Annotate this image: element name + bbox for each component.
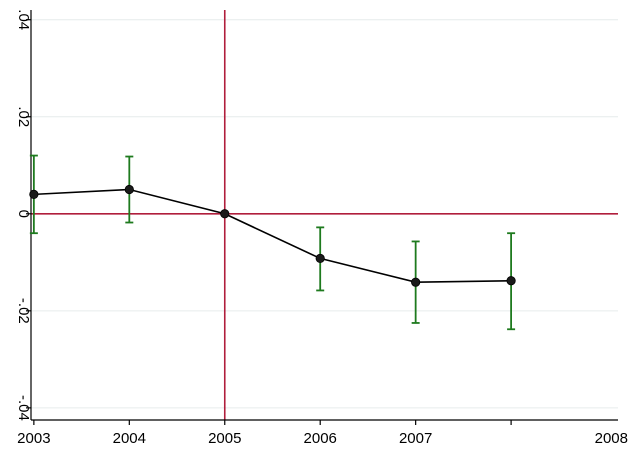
y-tick-label-1: -.02 [15, 298, 32, 324]
reference-lines [31, 10, 618, 420]
y-tick-label-0: -.04 [15, 395, 32, 421]
y-tick-label-3: .02 [15, 106, 32, 127]
x-tick-label-2: 2005 [208, 430, 241, 447]
tick-labels: -.04 -.02 0 .02 .04 2003 2004 2005 2006 2007 2008 [15, 9, 628, 447]
y-tick-label-2: 0 [15, 210, 32, 218]
series-line [33, 188, 512, 284]
data-point-2004 [124, 184, 134, 195]
x-tick-label-3: 2006 [304, 430, 337, 447]
data-point-2005 [220, 209, 230, 219]
data-point-2008 [506, 276, 516, 286]
x-tick-label-1: 2004 [113, 430, 146, 447]
x-tick-label-5: 2008 [595, 430, 628, 447]
axes [26, 10, 618, 425]
series-line-layer [33, 188, 512, 284]
x-tick-label-0: 2003 [17, 430, 50, 447]
x-tick-label-4: 2007 [399, 430, 432, 447]
error-bars [29, 154, 516, 331]
data-points [29, 184, 516, 287]
y-tick-label-4: .04 [15, 9, 32, 30]
data-point-2006 [315, 253, 325, 264]
data-point-2007 [411, 277, 421, 287]
data-point-2003 [29, 189, 39, 199]
